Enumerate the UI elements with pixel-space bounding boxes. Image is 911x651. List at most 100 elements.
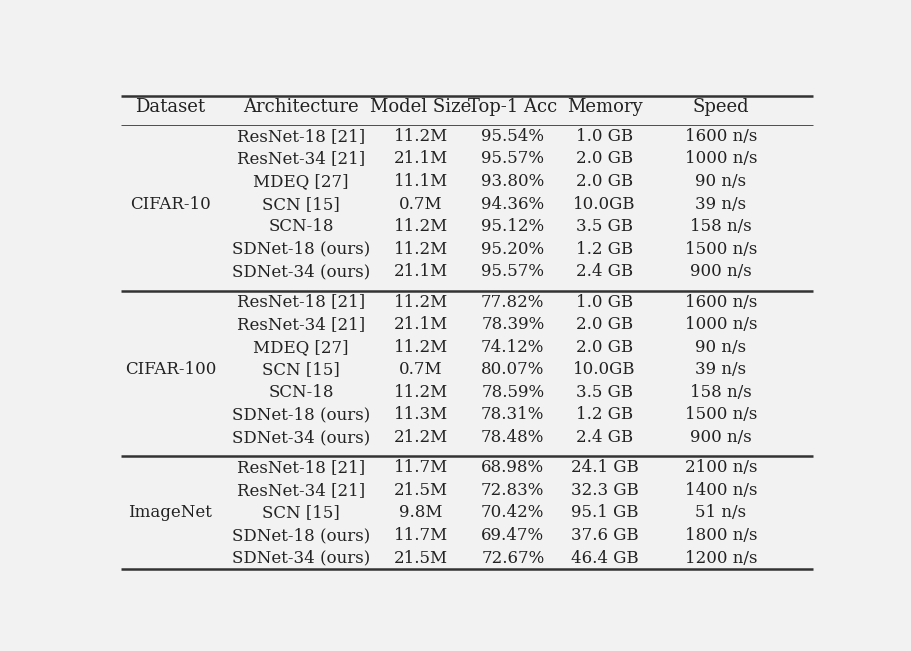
Text: 51 n/s: 51 n/s xyxy=(695,505,747,521)
Text: 39 n/s: 39 n/s xyxy=(695,195,747,213)
Text: 39 n/s: 39 n/s xyxy=(695,361,747,378)
Text: 11.2M: 11.2M xyxy=(394,128,448,145)
Text: SDNet-18 (ours): SDNet-18 (ours) xyxy=(231,241,370,258)
Text: 1.2 GB: 1.2 GB xyxy=(576,406,633,424)
Text: ResNet-18 [21]: ResNet-18 [21] xyxy=(237,459,365,476)
Text: 1.0 GB: 1.0 GB xyxy=(576,128,633,145)
Text: SDNet-18 (ours): SDNet-18 (ours) xyxy=(231,406,370,424)
Text: 11.3M: 11.3M xyxy=(394,406,448,424)
Text: SDNet-34 (ours): SDNet-34 (ours) xyxy=(231,549,370,566)
Text: 900 n/s: 900 n/s xyxy=(691,264,752,281)
Text: 10.0GB: 10.0GB xyxy=(573,195,636,213)
Text: 74.12%: 74.12% xyxy=(481,339,545,355)
Text: 11.2M: 11.2M xyxy=(394,294,448,311)
Text: 1.2 GB: 1.2 GB xyxy=(576,241,633,258)
Text: MDEQ [27]: MDEQ [27] xyxy=(253,173,349,190)
Text: 69.47%: 69.47% xyxy=(481,527,545,544)
Text: 21.1M: 21.1M xyxy=(394,150,448,167)
Text: ImageNet: ImageNet xyxy=(128,505,212,521)
Text: 95.12%: 95.12% xyxy=(481,218,545,235)
Text: 11.2M: 11.2M xyxy=(394,218,448,235)
Text: 1000 n/s: 1000 n/s xyxy=(685,150,757,167)
Text: 2.0 GB: 2.0 GB xyxy=(576,173,633,190)
Text: 2.0 GB: 2.0 GB xyxy=(576,339,633,355)
Text: 77.82%: 77.82% xyxy=(481,294,545,311)
Text: 2100 n/s: 2100 n/s xyxy=(685,459,757,476)
Text: Memory: Memory xyxy=(567,98,642,116)
Text: ResNet-34 [21]: ResNet-34 [21] xyxy=(237,316,365,333)
Text: SDNet-34 (ours): SDNet-34 (ours) xyxy=(231,264,370,281)
Text: SCN-18: SCN-18 xyxy=(268,218,333,235)
Text: 2.0 GB: 2.0 GB xyxy=(576,316,633,333)
Text: 11.2M: 11.2M xyxy=(394,384,448,401)
Text: 95.57%: 95.57% xyxy=(481,150,544,167)
Text: 2.0 GB: 2.0 GB xyxy=(576,150,633,167)
Text: 1500 n/s: 1500 n/s xyxy=(685,406,757,424)
Text: Dataset: Dataset xyxy=(136,98,205,116)
Text: CIFAR-100: CIFAR-100 xyxy=(125,361,216,378)
Text: 78.59%: 78.59% xyxy=(481,384,545,401)
Text: 3.5 GB: 3.5 GB xyxy=(576,218,633,235)
Text: 95.54%: 95.54% xyxy=(481,128,544,145)
Text: 21.1M: 21.1M xyxy=(394,316,448,333)
Text: ResNet-34 [21]: ResNet-34 [21] xyxy=(237,150,365,167)
Text: 2.4 GB: 2.4 GB xyxy=(576,429,633,446)
Text: 900 n/s: 900 n/s xyxy=(691,429,752,446)
Text: SDNet-18 (ours): SDNet-18 (ours) xyxy=(231,527,370,544)
Text: Speed: Speed xyxy=(692,98,750,116)
Text: 21.5M: 21.5M xyxy=(394,482,448,499)
Text: SDNet-34 (ours): SDNet-34 (ours) xyxy=(231,429,370,446)
Text: 1200 n/s: 1200 n/s xyxy=(685,549,757,566)
Text: 94.36%: 94.36% xyxy=(481,195,545,213)
Text: Architecture: Architecture xyxy=(243,98,359,116)
Text: 68.98%: 68.98% xyxy=(481,459,545,476)
Text: Top-1 Acc: Top-1 Acc xyxy=(468,98,558,116)
Text: 78.48%: 78.48% xyxy=(481,429,545,446)
Text: 37.6 GB: 37.6 GB xyxy=(571,527,639,544)
Text: 2.4 GB: 2.4 GB xyxy=(576,264,633,281)
Text: 46.4 GB: 46.4 GB xyxy=(571,549,639,566)
Text: 11.2M: 11.2M xyxy=(394,339,448,355)
Text: 95.1 GB: 95.1 GB xyxy=(571,505,639,521)
Text: 11.1M: 11.1M xyxy=(394,173,448,190)
Text: 90 n/s: 90 n/s xyxy=(695,173,747,190)
Text: 72.67%: 72.67% xyxy=(481,549,545,566)
Text: ResNet-18 [21]: ResNet-18 [21] xyxy=(237,128,365,145)
Text: 1400 n/s: 1400 n/s xyxy=(685,482,757,499)
Text: MDEQ [27]: MDEQ [27] xyxy=(253,339,349,355)
Text: 1500 n/s: 1500 n/s xyxy=(685,241,757,258)
Text: 78.31%: 78.31% xyxy=(481,406,545,424)
Text: 80.07%: 80.07% xyxy=(481,361,545,378)
Text: 21.1M: 21.1M xyxy=(394,264,448,281)
Text: 11.2M: 11.2M xyxy=(394,241,448,258)
Text: 3.5 GB: 3.5 GB xyxy=(576,384,633,401)
Text: 93.80%: 93.80% xyxy=(481,173,545,190)
Text: 1600 n/s: 1600 n/s xyxy=(685,128,757,145)
Text: 1800 n/s: 1800 n/s xyxy=(685,527,757,544)
Text: 24.1 GB: 24.1 GB xyxy=(570,459,639,476)
Text: ResNet-34 [21]: ResNet-34 [21] xyxy=(237,482,365,499)
Text: ResNet-18 [21]: ResNet-18 [21] xyxy=(237,294,365,311)
Text: SCN [15]: SCN [15] xyxy=(262,195,340,213)
Text: CIFAR-10: CIFAR-10 xyxy=(130,195,210,213)
Text: 158 n/s: 158 n/s xyxy=(691,218,752,235)
Text: 1.0 GB: 1.0 GB xyxy=(576,294,633,311)
Text: 11.7M: 11.7M xyxy=(394,459,448,476)
Text: 21.2M: 21.2M xyxy=(394,429,448,446)
Text: 1000 n/s: 1000 n/s xyxy=(685,316,757,333)
Text: 32.3 GB: 32.3 GB xyxy=(570,482,639,499)
Text: 11.7M: 11.7M xyxy=(394,527,448,544)
Text: 158 n/s: 158 n/s xyxy=(691,384,752,401)
Text: 90 n/s: 90 n/s xyxy=(695,339,747,355)
Text: 9.8M: 9.8M xyxy=(399,505,443,521)
Text: SCN [15]: SCN [15] xyxy=(262,361,340,378)
Text: 78.39%: 78.39% xyxy=(481,316,545,333)
Text: 10.0GB: 10.0GB xyxy=(573,361,636,378)
Text: 95.20%: 95.20% xyxy=(481,241,545,258)
Text: 0.7M: 0.7M xyxy=(399,195,443,213)
Text: 0.7M: 0.7M xyxy=(399,361,443,378)
Text: 72.83%: 72.83% xyxy=(481,482,545,499)
Text: Model Size: Model Size xyxy=(371,98,472,116)
Text: SCN [15]: SCN [15] xyxy=(262,505,340,521)
Text: 95.57%: 95.57% xyxy=(481,264,544,281)
